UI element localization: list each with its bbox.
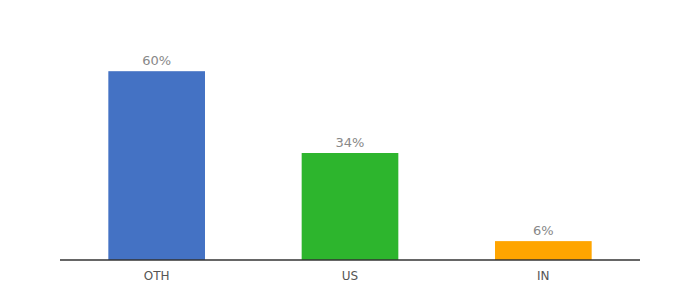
bar [302, 153, 399, 260]
x-tick-label: IN [537, 269, 550, 283]
x-axis-labels: OTH US IN [144, 269, 550, 283]
bars [108, 71, 591, 260]
data-label: 60% [142, 53, 171, 68]
data-label: 34% [336, 135, 365, 150]
x-tick-label: OTH [144, 269, 170, 283]
x-axis-line [60, 259, 640, 261]
x-tick-label: US [342, 269, 358, 283]
bar [108, 71, 205, 260]
data-labels: 60% 34% 6% [142, 53, 553, 238]
bar [495, 241, 592, 260]
chart-container: 60% 34% 6% OTH US IN [0, 0, 680, 300]
chart-svg: 60% 34% 6% OTH US IN [0, 0, 680, 300]
data-label: 6% [533, 223, 554, 238]
